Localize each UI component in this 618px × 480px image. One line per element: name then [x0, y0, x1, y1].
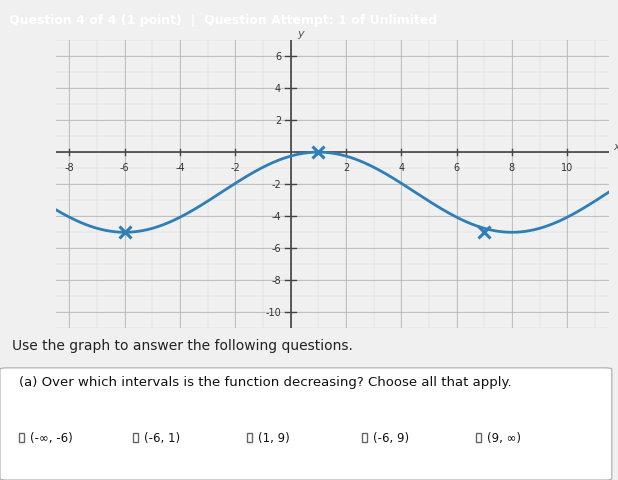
Text: -10: -10 [265, 308, 281, 318]
Bar [19, 433, 23, 442]
Text: -8: -8 [65, 162, 74, 172]
Text: -2: -2 [231, 162, 240, 172]
Text: -4: -4 [176, 162, 185, 172]
Text: 2: 2 [275, 116, 281, 126]
Text: -8: -8 [271, 276, 281, 286]
Text: -4: -4 [271, 212, 281, 222]
Bar [476, 433, 481, 442]
Text: 6: 6 [275, 52, 281, 62]
Text: -6: -6 [271, 244, 281, 254]
Text: y: y [297, 29, 303, 39]
Text: 4: 4 [398, 162, 404, 172]
Text: 8: 8 [509, 162, 515, 172]
Text: (-6, 1): (-6, 1) [144, 431, 180, 444]
Bar [362, 433, 366, 442]
Text: (-∞, -6): (-∞, -6) [30, 431, 72, 444]
Text: (9, ∞): (9, ∞) [487, 431, 521, 444]
Text: Question 4 of 4 (1 point)  |  Question Attempt: 1 of Unlimited: Question 4 of 4 (1 point) | Question Att… [9, 14, 438, 27]
Text: (a) Over which intervals is the function decreasing? Choose all that apply.: (a) Over which intervals is the function… [19, 376, 511, 389]
Text: -2: -2 [271, 180, 281, 190]
Text: 6: 6 [454, 162, 460, 172]
Text: 2: 2 [343, 162, 349, 172]
Bar [247, 433, 252, 442]
Bar [133, 433, 138, 442]
Text: (-6, 9): (-6, 9) [373, 431, 409, 444]
Text: 4: 4 [275, 84, 281, 94]
Text: -6: -6 [120, 162, 130, 172]
Text: Use the graph to answer the following questions.: Use the graph to answer the following qu… [12, 338, 353, 352]
Text: 10: 10 [561, 162, 574, 172]
Text: x: x [614, 142, 618, 151]
Text: (1, 9): (1, 9) [258, 431, 290, 444]
FancyBboxPatch shape [0, 368, 612, 480]
